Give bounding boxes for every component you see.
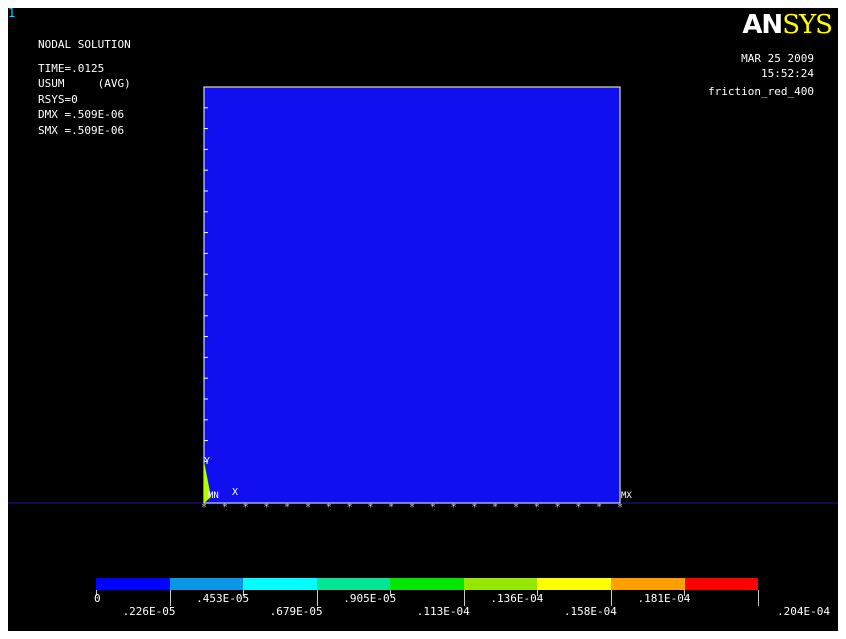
model-plot: * * * * * * * * * * * * * * * * * * * * * — [8, 86, 838, 513]
mesh-edge-ticks — [204, 86, 208, 504]
bc-marker: * — [534, 502, 540, 513]
bc-marker: * — [263, 502, 269, 513]
legend-color-bar — [96, 578, 759, 590]
bc-marker: * — [347, 502, 353, 513]
time-label: TIME=.0125 — [38, 62, 105, 75]
date-label: MAR 25 2009 — [741, 52, 814, 65]
bc-marker: * — [388, 502, 394, 513]
legend-tick — [169, 590, 171, 606]
triad-arrow — [204, 461, 211, 503]
bc-marker: * — [555, 502, 561, 513]
legend-tick — [684, 590, 686, 596]
bc-marker: * — [284, 502, 290, 513]
legend-label-bottom: .204E-04 — [777, 605, 830, 618]
legend-swatch — [610, 578, 685, 590]
legend-swatch — [96, 578, 170, 590]
bc-marker: * — [492, 502, 498, 513]
legend-label-top: .453E-05 — [196, 592, 250, 605]
bc-marker: * — [367, 502, 373, 513]
legend-tick — [316, 590, 318, 606]
legend-label-bottom: .113E-04 — [416, 605, 470, 618]
legend-tick — [463, 590, 465, 606]
legend-swatch — [243, 578, 317, 590]
min-marker-label: MN — [208, 491, 219, 501]
bc-marker: * — [222, 502, 228, 513]
bc-marker: * — [575, 502, 581, 513]
legend-swatch — [537, 578, 611, 590]
time-of-day-label: 15:52:24 — [761, 67, 814, 80]
model-block — [203, 86, 621, 504]
solution-title: NODAL SOLUTION — [38, 38, 131, 51]
triad-y-label: Y — [204, 456, 211, 467]
smx-label: SMX =.509E-06 — [38, 124, 125, 137]
bc-marker: * — [243, 502, 249, 513]
bc-marker: * — [305, 502, 311, 513]
legend-swatch — [463, 578, 538, 590]
ansys-logo: ANSYS — [742, 10, 833, 40]
legend-label-bottom: .679E-05 — [269, 605, 323, 618]
boundary-condition-markers: * * * * * * * * * * * * * * * * * * * * * — [201, 502, 623, 513]
legend-tick — [243, 590, 245, 596]
result-item-label: USUM (AVG) — [38, 77, 131, 90]
legend-tick — [537, 590, 539, 596]
legend-swatch — [390, 578, 464, 590]
bc-marker: * — [409, 502, 415, 513]
legend-label-top: 0 — [94, 592, 101, 605]
bc-marker: * — [201, 502, 207, 513]
coordinate-triad — [204, 461, 230, 504]
legend-tick — [758, 590, 759, 606]
legend-swatch — [684, 578, 759, 590]
jobname-label: friction_red_400 — [708, 85, 814, 98]
triad-x-label: X — [232, 487, 239, 498]
legend-tick — [610, 590, 612, 606]
dmx-label: DMX =.509E-06 — [38, 108, 125, 121]
bc-marker: * — [451, 502, 457, 513]
bc-marker: * — [596, 502, 602, 513]
legend-swatch — [169, 578, 244, 590]
bc-marker: * — [471, 502, 477, 513]
legend-label-bottom: .158E-04 — [563, 605, 617, 618]
bc-marker: * — [513, 502, 519, 513]
legend-swatch — [316, 578, 391, 590]
bc-marker: * — [430, 502, 436, 513]
bc-marker: * — [617, 502, 623, 513]
legend-label-bottom: .226E-05 — [122, 605, 176, 618]
legend-tick — [96, 590, 97, 596]
legend-label-top: .136E-04 — [490, 592, 544, 605]
legend-label-top: .905E-05 — [343, 592, 397, 605]
legend-label-top: .181E-04 — [637, 592, 691, 605]
bc-marker: * — [326, 502, 332, 513]
rsys-label: RSYS=0 — [38, 93, 78, 106]
graphics-window[interactable]: 1 NODAL SOLUTION TIME=.0125 USUM (AVG) R… — [8, 8, 838, 631]
max-marker-label: MX — [621, 491, 632, 501]
legend-tick — [390, 590, 392, 596]
window-number: 1 — [8, 8, 16, 20]
